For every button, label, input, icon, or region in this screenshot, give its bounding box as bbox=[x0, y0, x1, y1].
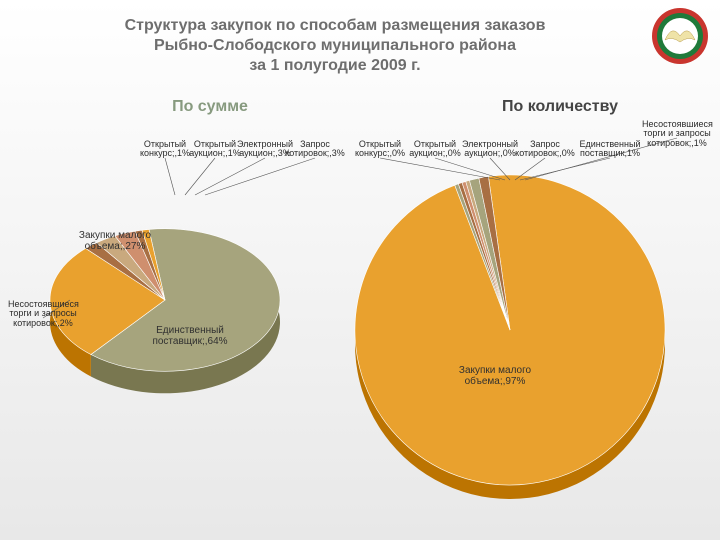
emblem-icon bbox=[650, 6, 710, 66]
slice-label-inside: Единственный поставщик;,64% bbox=[135, 325, 245, 347]
slice-label: Несостоявшиеся торги и запросы котировок… bbox=[642, 120, 712, 148]
slice-label: Открытый конкурс;,1% bbox=[130, 140, 200, 159]
charts-canvas bbox=[0, 0, 720, 540]
slice-label: Несостоявшиеся торги и запросы котировок… bbox=[8, 300, 78, 328]
slice-label-inside: Закупки малого объема;,97% bbox=[440, 365, 550, 387]
slice-label: Запрос котировок;,0% bbox=[510, 140, 580, 159]
slice-label: Единственный поставщик,1% bbox=[575, 140, 645, 159]
slice-label-inside: Закупки малого объема;,27% bbox=[60, 230, 170, 252]
